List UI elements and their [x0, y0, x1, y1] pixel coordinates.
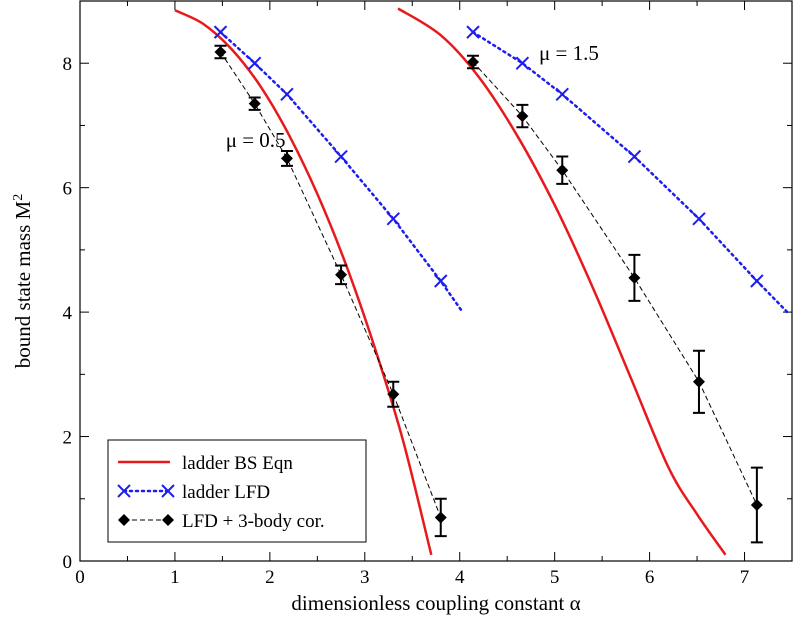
- y-axis-label: bound state mass M2: [11, 194, 35, 368]
- series-ladder-lfd-line-1: [471, 30, 789, 314]
- lfd-3body-point: [516, 110, 529, 123]
- y-tick-label: 2: [63, 428, 73, 449]
- lfd-3body-point: [434, 511, 447, 524]
- ladder-lfd-point: [692, 212, 706, 226]
- ladder-lfd-point: [247, 56, 262, 70]
- ladder-lfd-point: [627, 149, 642, 164]
- lfd-3body-point: [248, 97, 261, 110]
- x-axis-label: dimensionless coupling constant α: [291, 591, 580, 615]
- y-tick-labels: 0 2 4 6 8: [63, 54, 73, 573]
- y-axis-label-sup: 2: [11, 194, 26, 201]
- axis-ticks: [79, 1, 792, 562]
- legend-marker-diamond: [162, 514, 174, 526]
- lfd-3body-point: [387, 388, 400, 401]
- ladder-lfd-point: [213, 25, 228, 39]
- x-tick-labels: 0 1 2 3 4 5 6 7: [75, 567, 749, 588]
- legend: ladder BS Eqn ladder LFD LFD + 3-body co…: [107, 439, 367, 543]
- x-tick-label: 2: [265, 567, 275, 588]
- legend-label-lfd-3body: LFD + 3-body cor.: [182, 511, 325, 532]
- plot-frame: [79, 0, 793, 562]
- x-tick-label: 0: [75, 567, 85, 588]
- y-tick-label: 4: [63, 303, 73, 324]
- ladder-lfd-point: [555, 87, 569, 102]
- y-tick-label: 6: [63, 179, 73, 200]
- x-tick-label: 4: [455, 567, 465, 588]
- legend-marker-x: [117, 484, 131, 498]
- ladder-lfd-point: [434, 274, 448, 288]
- ladder-lfd-point: [386, 212, 400, 226]
- series-lfd-3body-line-1: [472, 61, 758, 506]
- lfd-3body-point: [467, 55, 480, 68]
- legend-label-ladder-bs: ladder BS Eqn: [182, 453, 293, 474]
- ladder-lfd-point: [280, 87, 294, 102]
- series-ladder-bs-line-1: [397, 7, 727, 556]
- ladder-lfd-point: [750, 274, 764, 288]
- y-tick-label: 8: [63, 54, 73, 75]
- legend-marker-x: [161, 484, 175, 498]
- legend-marker-diamond: [118, 514, 130, 526]
- y-axis-label-main: bound state mass M: [11, 200, 35, 368]
- lfd-3body-point: [556, 164, 569, 177]
- lfd-3body-point: [692, 375, 705, 388]
- y-tick-label: 0: [63, 552, 73, 573]
- lfd-3body-point: [335, 268, 348, 281]
- lfd-3body-point: [214, 46, 227, 59]
- annotations: μ = 0.5 μ = 1.5: [226, 41, 599, 152]
- legend-swatches: [117, 460, 175, 526]
- x-tick-label: 5: [550, 567, 560, 588]
- annotation-mu-1.5: μ = 1.5: [539, 41, 599, 65]
- x-tick-label: 6: [645, 567, 655, 588]
- series-lfd-3body-line-0: [220, 51, 442, 518]
- lfd-3body-point: [750, 499, 763, 511]
- annotation-mu-0.5: μ = 0.5: [226, 128, 286, 152]
- lfd-3body-point: [628, 271, 641, 284]
- series-layer: [174, 7, 789, 556]
- ladder-lfd-point: [334, 149, 348, 164]
- ladder-lfd-point: [515, 56, 530, 70]
- lfd-3body-point: [280, 152, 293, 165]
- series-ladder-bs-line-0: [174, 9, 433, 556]
- legend-label-ladder-lfd: ladder LFD: [182, 482, 270, 503]
- ladder-lfd-point: [466, 25, 480, 39]
- x-tick-label: 7: [740, 567, 750, 588]
- x-tick-label: 1: [170, 567, 180, 588]
- x-tick-label: 3: [360, 567, 370, 588]
